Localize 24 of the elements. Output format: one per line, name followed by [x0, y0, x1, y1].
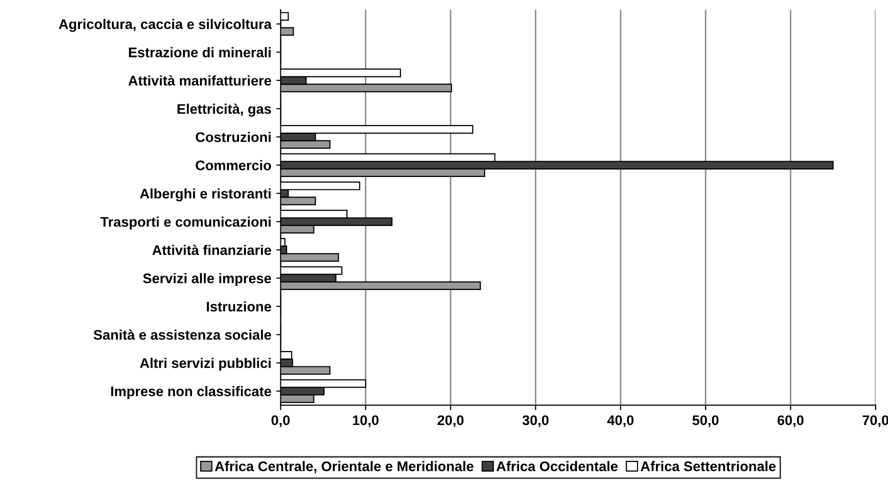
legend-label: Africa Occidentale — [496, 461, 618, 472]
y-tick-label: Agricoltura, caccia e silvicoltura — [58, 18, 272, 32]
y-tick-label: Imprese non classificate — [111, 386, 272, 400]
y-tick-label: Costruzioni — [196, 132, 271, 142]
y-tick-label: Alberghi e ristoranti — [140, 188, 271, 202]
y-tick-label: Servizi alle imprese — [143, 273, 272, 286]
y-tick-label: Attività finanziarie — [152, 244, 272, 256]
legend-label: Africa Centrale, Orientale e Meridionale — [214, 461, 474, 474]
x-tick-label: 20,0 — [438, 415, 464, 428]
x-tick-label: 40,0 — [607, 415, 634, 428]
y-tick-label: Commercio — [196, 160, 272, 170]
legend-label: Africa Settentrionale — [640, 461, 776, 472]
x-tick-label: 0,0 — [272, 415, 290, 428]
y-tick-label: Estrazione di minerali — [128, 47, 271, 58]
x-tick-label: 60,0 — [778, 415, 804, 428]
y-tick-label: Istruzione — [206, 301, 272, 312]
x-tick-label: 10,0 — [352, 415, 379, 428]
y-tick-label: Attività manifatturiere — [128, 75, 272, 86]
y-tick-label: Elettricità, gas — [178, 104, 272, 117]
y-tick-label: Trasporti e comunicazioni — [100, 216, 271, 230]
y-tick-label: Altri servizi pubblici — [140, 358, 271, 371]
x-tick-label: 50,0 — [692, 415, 719, 428]
y-tick-label: Sanità e assistenza sociale — [94, 329, 272, 340]
x-tick-label: 30,0 — [522, 415, 549, 428]
